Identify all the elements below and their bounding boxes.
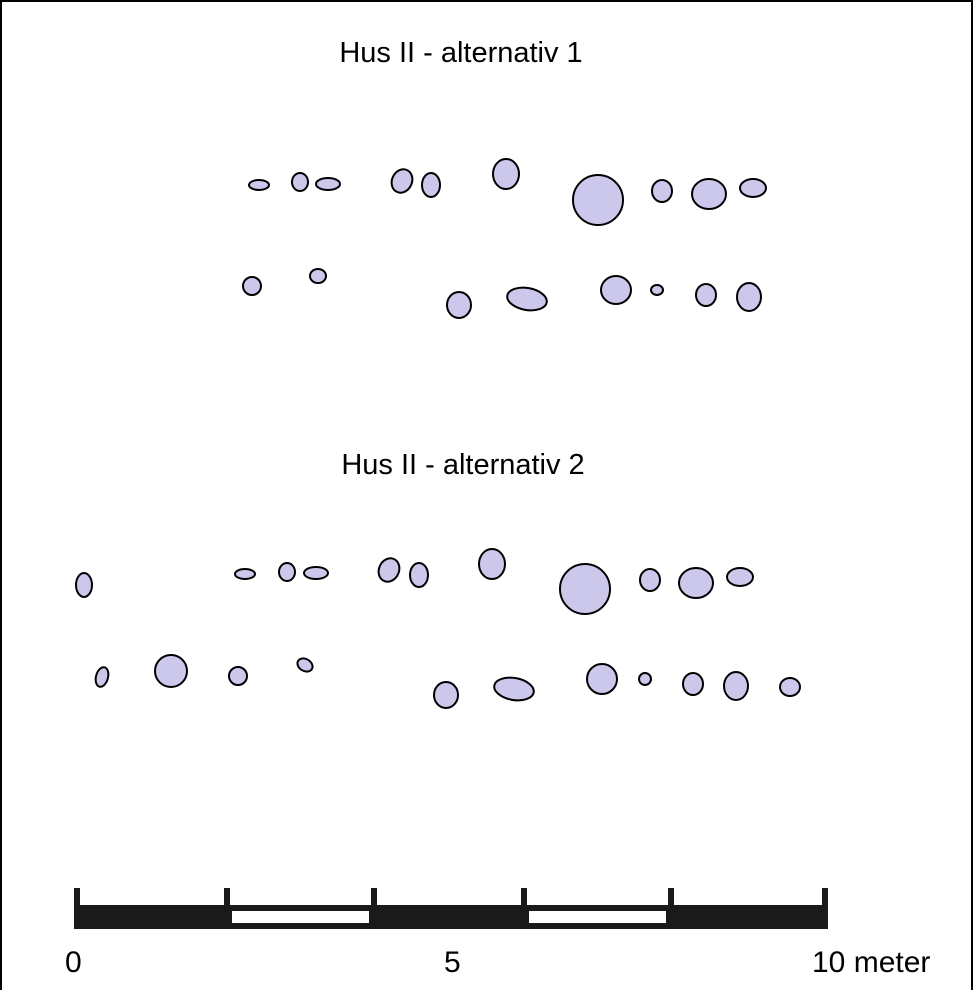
post-hole — [154, 654, 188, 688]
scale-tick — [224, 888, 230, 929]
post-hole — [234, 568, 256, 580]
post-hole — [303, 566, 329, 580]
post-hole — [586, 663, 618, 695]
scale-tick — [74, 888, 80, 929]
post-hole — [390, 168, 414, 194]
scale-tick — [668, 888, 674, 929]
scale-tick — [822, 888, 828, 929]
scale-tick — [521, 888, 527, 929]
post-hole — [409, 562, 429, 588]
plan-2-lower-row — [94, 654, 801, 709]
post-hole — [651, 179, 673, 203]
post-hole — [377, 557, 401, 583]
post-hole — [478, 548, 506, 580]
scale-segment-black — [77, 905, 227, 929]
scale-label-0: 0 — [65, 946, 82, 979]
post-hole — [726, 567, 754, 587]
post-hole — [638, 672, 652, 686]
post-hole — [291, 172, 309, 192]
post-hole — [315, 177, 341, 191]
post-hole — [572, 174, 624, 226]
plan-1-upper-row — [248, 158, 767, 226]
scale-label-5: 5 — [444, 946, 461, 979]
post-hole — [493, 676, 535, 702]
post-hole — [75, 572, 93, 598]
post-hole — [506, 286, 548, 312]
post-hole — [94, 666, 110, 688]
post-hole — [228, 666, 248, 686]
post-hole — [682, 672, 704, 696]
scale-tick — [371, 888, 377, 929]
post-hole — [639, 568, 661, 592]
post-hole — [248, 179, 270, 191]
post-hole — [309, 268, 327, 284]
post-hole — [433, 681, 459, 709]
post-hole — [691, 178, 727, 210]
post-hole — [736, 282, 762, 312]
post-hole — [695, 283, 717, 307]
post-hole — [559, 563, 611, 615]
post-hole — [678, 567, 714, 599]
post-hole — [242, 276, 262, 296]
scale-segment-black — [374, 905, 524, 929]
scale-label-10: 10 meter — [812, 946, 930, 979]
scale-bar: 0 5 10 meter — [65, 888, 930, 979]
post-hole — [739, 178, 767, 198]
plan-1-title: Hus II - alternativ 1 — [339, 37, 582, 69]
scale-segment-white-inner — [232, 911, 369, 923]
plan-alternative-2: Hus II - alternativ 2 — [75, 449, 801, 709]
plan-1-lower-row — [242, 268, 762, 319]
plan-2-upper-row — [75, 548, 754, 615]
post-hole — [446, 291, 472, 319]
post-hole — [492, 158, 520, 190]
plan-alternative-1: Hus II - alternativ 1 — [242, 37, 767, 319]
post-hole — [600, 275, 632, 305]
post-hole — [779, 677, 801, 697]
post-hole — [278, 562, 296, 582]
post-hole — [421, 172, 441, 198]
plan-2-title: Hus II - alternativ 2 — [341, 449, 584, 481]
post-hole — [296, 657, 314, 673]
post-hole — [650, 284, 664, 296]
post-hole — [723, 671, 749, 701]
scale-segment-white-inner — [529, 911, 666, 923]
scale-segment-black — [671, 905, 825, 929]
